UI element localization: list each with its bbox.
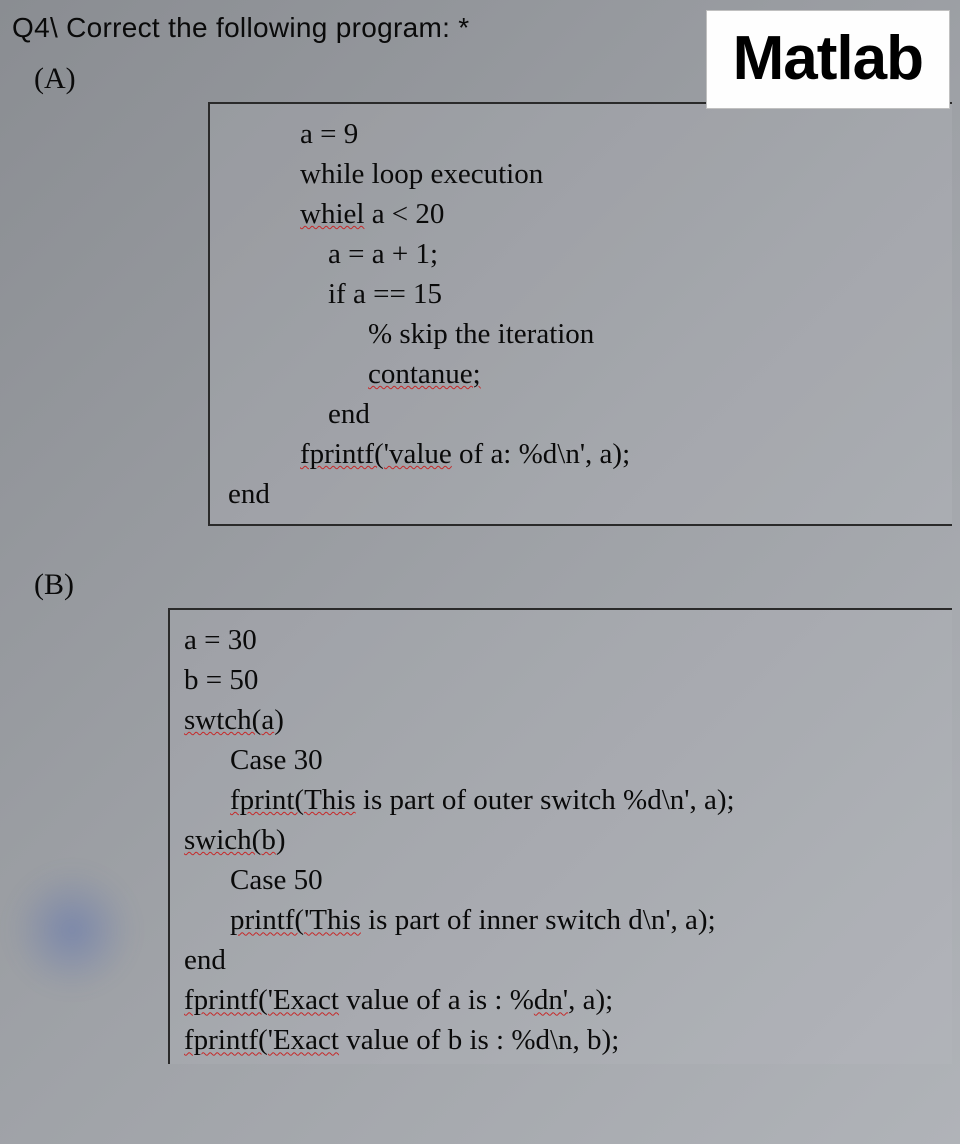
code-line: fprintf('value of a: %d\n', a); — [228, 434, 934, 474]
code-line: contanue; — [228, 354, 934, 394]
code-line: Case 50 — [184, 860, 938, 900]
code-text-error: fprintf('Exact — [184, 1024, 339, 1056]
blur-artifact — [12, 870, 132, 990]
matlab-badge-box: Matlab — [706, 10, 950, 109]
code-text: end — [328, 398, 370, 430]
code-text: ) — [276, 824, 286, 856]
code-text: a = 9 — [300, 118, 358, 150]
code-text: is part of outer switch %d\n', a); — [356, 784, 735, 816]
code-text: if a == 15 — [328, 278, 442, 310]
code-text-error: printf('This — [230, 904, 361, 936]
code-line: b = 50 — [184, 660, 938, 700]
code-line: fprintf('Exact value of b is : %d\n, b); — [184, 1020, 938, 1060]
code-text: of a: %d\n', a); — [452, 438, 630, 470]
code-text-error: whiel — [300, 198, 364, 230]
code-box-a: a = 9 while loop execution whiel a < 20 a =… — [208, 102, 952, 526]
code-text: , a); — [568, 984, 613, 1016]
code-text-error: swtch(a — [184, 704, 274, 736]
code-line: swtch(a) — [184, 700, 938, 740]
code-line: end — [184, 940, 938, 980]
code-text: end — [228, 478, 270, 510]
code-text-error: swich(b — [184, 824, 276, 856]
code-line: whiel a < 20 — [228, 194, 934, 234]
code-line: printf('This is part of inner switch d\n… — [184, 900, 938, 940]
code-text: a = a + 1; — [328, 238, 438, 270]
code-line: Case 30 — [184, 740, 938, 780]
code-text: ) — [274, 704, 284, 736]
code-text: b = 50 — [184, 664, 258, 696]
code-text: a = 30 — [184, 624, 257, 656]
code-line: end — [228, 474, 934, 514]
code-line: while loop execution — [228, 154, 934, 194]
code-text: is part of inner switch d\n', a); — [361, 904, 716, 936]
code-text-error: dn' — [534, 984, 568, 1016]
code-line: a = 9 — [228, 114, 934, 154]
code-text: value of b is : %d\n, b); — [339, 1024, 619, 1056]
section-b-label: (B) — [34, 568, 952, 602]
code-text-error: fprintf('value — [300, 438, 452, 470]
code-text: Case 30 — [230, 744, 323, 776]
code-line: a = a + 1; — [228, 234, 934, 274]
code-text: a < 20 — [364, 198, 444, 230]
code-text: Case 50 — [230, 864, 323, 896]
code-line: % skip the iteration — [228, 314, 934, 354]
code-line: if a == 15 — [228, 274, 934, 314]
code-line: fprintf('Exact value of a is : %dn', a); — [184, 980, 938, 1020]
code-text-error: fprint(This — [230, 784, 356, 816]
code-line: a = 30 — [184, 620, 938, 660]
code-text: end — [184, 944, 226, 976]
matlab-label: Matlab — [733, 23, 923, 94]
code-box-b: a = 30 b = 50 swtch(a) Case 30 fprint(This i… — [168, 608, 952, 1064]
code-line: fprint(This is part of outer switch %d\n… — [184, 780, 938, 820]
code-line: swich(b) — [184, 820, 938, 860]
code-line: end — [228, 394, 934, 434]
code-text: % skip the iteration — [368, 318, 594, 350]
code-text: value of a is : % — [339, 984, 534, 1016]
code-text-error: contanue; — [368, 358, 481, 390]
code-text: while loop execution — [300, 158, 543, 190]
code-text-error: fprintf('Exact — [184, 984, 339, 1016]
